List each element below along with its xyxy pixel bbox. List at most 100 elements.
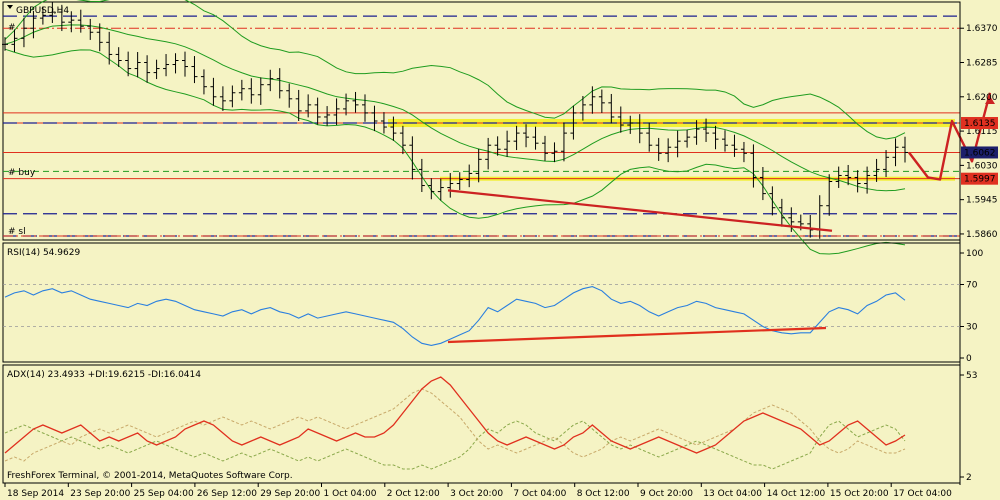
time-tick-label: 25 Sep 04:00 xyxy=(134,489,194,499)
price-bar xyxy=(589,86,596,114)
rsi-tick-label: 70 xyxy=(966,281,978,291)
symbol-label: GBPUSD,H4 xyxy=(16,6,69,16)
time-tick-label: 15 Oct 20:00 xyxy=(830,489,889,499)
price-bar xyxy=(778,198,785,227)
price-axis: 1.6370 1.6285 1.6200 1.6115 1.6030 1.5945 1.58… xyxy=(959,2,998,485)
rsi-panel[interactable]: RSI(14) 54.9629 xyxy=(2,242,961,363)
price-bar xyxy=(390,116,397,141)
price-bar xyxy=(362,94,368,122)
price-bar xyxy=(2,37,8,51)
price-panel[interactable]: GBPUSD,H4 # # buy # sl xyxy=(2,0,995,255)
time-tick-label: 14 Oct 12:00 xyxy=(767,489,826,499)
price-bar xyxy=(854,170,861,193)
price-bar xyxy=(579,95,586,121)
lower-level-price-label: 1.5997 xyxy=(964,175,996,185)
price-bar xyxy=(750,144,757,188)
bollinger-lower-band xyxy=(4,48,906,255)
price-tick-label: 1.5860 xyxy=(966,230,998,240)
price-bar xyxy=(87,18,94,40)
price-bar xyxy=(219,86,226,111)
price-bar xyxy=(200,69,207,95)
bollinger-upper-band xyxy=(4,0,906,140)
di-plus-line xyxy=(4,420,906,470)
rsi-tick-label: 100 xyxy=(966,249,983,259)
price-bar xyxy=(608,93,615,124)
price-bar xyxy=(267,69,274,92)
price-bar xyxy=(20,17,27,48)
price-bar xyxy=(560,122,567,162)
rsi-tick-label: 0 xyxy=(966,354,972,364)
time-tick-label: 9 Oct 20:00 xyxy=(640,489,693,499)
price-tick-label: 1.6115 xyxy=(966,127,998,137)
price-bar xyxy=(324,106,331,126)
current-price-label: 1.6062 xyxy=(964,148,996,158)
buy-order-label[interactable]: # buy xyxy=(8,168,36,178)
price-bar xyxy=(314,97,321,125)
price-bar xyxy=(399,125,406,155)
price-tick-label: 1.6285 xyxy=(966,59,998,69)
price-bar xyxy=(238,79,245,101)
price-bar xyxy=(627,115,634,134)
price-bar xyxy=(864,166,871,194)
time-tick-label: 7 Oct 04:00 xyxy=(513,489,566,499)
price-bar xyxy=(807,214,814,238)
price-bar xyxy=(305,94,312,118)
price-bar xyxy=(532,126,539,150)
tp-order-label[interactable]: # xyxy=(8,23,16,33)
price-bar xyxy=(333,98,340,126)
price-bar xyxy=(125,51,132,77)
adx-panel-frame xyxy=(2,364,961,484)
price-bar xyxy=(437,178,444,201)
price-bar xyxy=(551,142,558,163)
price-bar xyxy=(769,186,776,216)
price-bar xyxy=(485,137,492,170)
price-bar xyxy=(134,52,141,78)
price-bar xyxy=(665,138,672,163)
copyright: FreshForex Terminal, © 2001-2014, MetaQu… xyxy=(7,471,293,481)
symbol-dropdown-icon[interactable] xyxy=(7,5,13,9)
price-bar xyxy=(295,89,302,121)
sl-order-label[interactable]: # sl xyxy=(8,227,26,237)
price-bar xyxy=(30,10,37,39)
price-bar xyxy=(902,136,908,163)
price-bar xyxy=(428,178,435,200)
price-bar xyxy=(617,106,624,133)
adx-panel[interactable]: ADX(14) 23.4933 +DI:19.6215 -DI:16.0414 … xyxy=(2,364,961,484)
price-bar xyxy=(106,31,113,65)
adx-tick-label: 2 xyxy=(966,473,972,483)
price-bar xyxy=(418,158,425,192)
price-bar xyxy=(191,56,198,84)
price-bar xyxy=(826,174,833,216)
price-bar xyxy=(380,112,387,134)
price-bar xyxy=(115,47,122,67)
price-bar xyxy=(759,166,766,201)
lower-level-price-label-bg xyxy=(961,172,998,185)
price-bar xyxy=(229,85,236,108)
time-tick-label: 17 Oct 04:00 xyxy=(893,489,952,499)
upper-level-price-label: 1.6135 xyxy=(964,119,996,129)
price-bar xyxy=(494,136,501,156)
adx-line xyxy=(4,376,906,454)
current-price-label-bg xyxy=(961,146,998,159)
adx-tick-label: 53 xyxy=(966,371,977,381)
price-bar xyxy=(873,158,880,182)
price-bar xyxy=(68,11,75,33)
price-bar xyxy=(845,164,852,186)
time-tick-label: 23 Sep 20:00 xyxy=(70,489,130,499)
price-bar xyxy=(636,114,643,144)
price-bar xyxy=(172,53,179,74)
di-minus-line xyxy=(4,388,906,462)
price-bar xyxy=(456,172,463,190)
price-bar xyxy=(248,78,255,104)
price-bar xyxy=(49,1,56,23)
time-tick-label: 13 Oct 04:00 xyxy=(703,489,762,499)
price-bar xyxy=(11,29,18,53)
rsi-panel-frame xyxy=(2,242,961,363)
price-bar xyxy=(96,23,103,52)
price-bar xyxy=(475,148,482,183)
price-bar xyxy=(523,124,530,148)
price-bar xyxy=(343,93,350,116)
price-bar xyxy=(542,135,548,161)
bollinger-middle-band xyxy=(4,24,906,192)
price-bar xyxy=(722,130,728,152)
